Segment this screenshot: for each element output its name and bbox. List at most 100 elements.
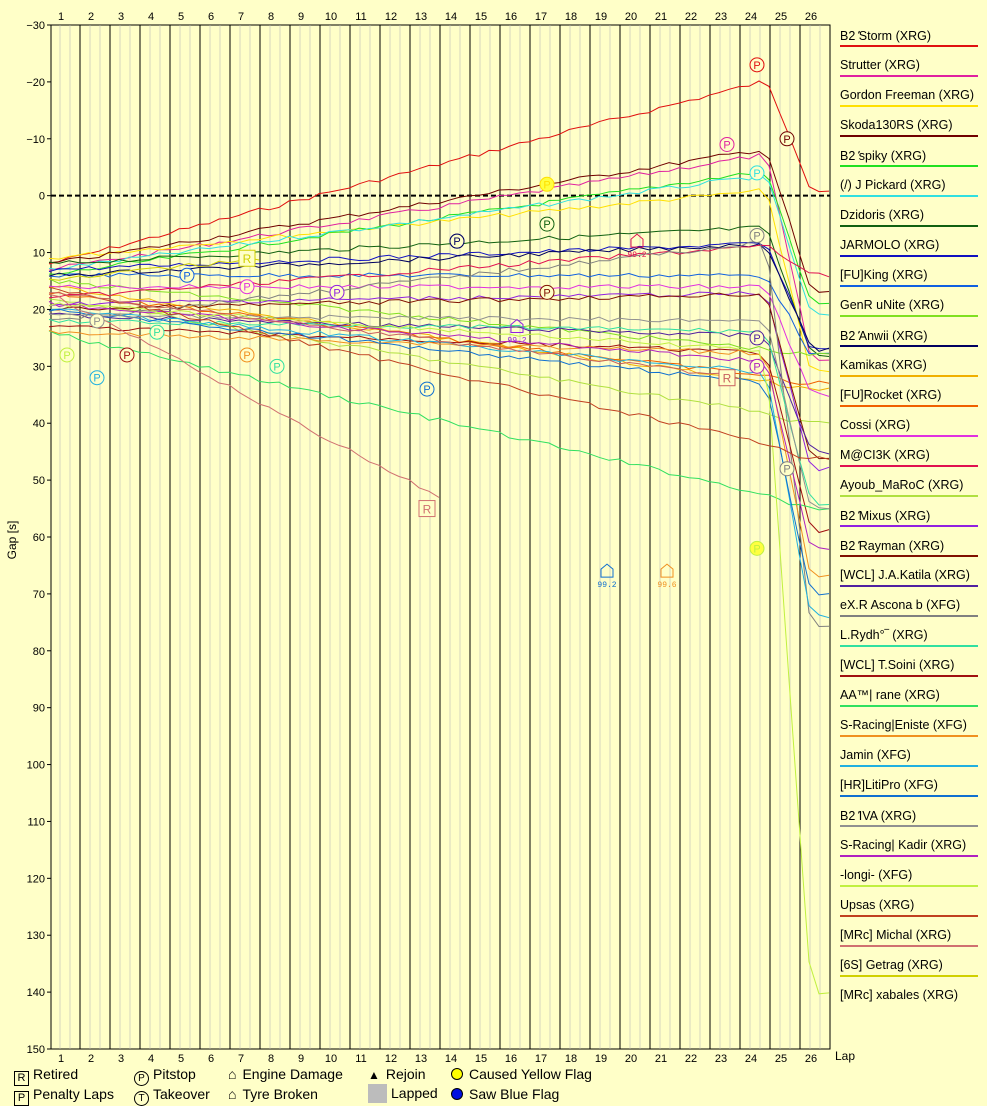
key-rejoin: ▲ Rejoin <box>368 1066 426 1082</box>
legend-label: Kamikas (XRG) <box>840 358 927 372</box>
x-tick-label-bottom: 14 <box>445 1053 457 1065</box>
series-line <box>48 291 830 385</box>
x-tick-label-bottom: 19 <box>595 1053 607 1065</box>
pitstop-marker-label: P <box>723 139 730 151</box>
x-tick-label-top: 20 <box>625 11 637 23</box>
key-tyre: ⌂ Tyre Broken <box>228 1086 318 1102</box>
pitstop-marker <box>779 461 795 477</box>
x-tick-label-bottom: 23 <box>715 1053 727 1065</box>
series-line <box>49 292 830 460</box>
x-tick-label-top: 7 <box>238 11 244 23</box>
series-line <box>48 294 440 498</box>
rejoin-icon: ▲ <box>368 1068 380 1082</box>
legend-swatch <box>840 315 978 317</box>
legend-swatch <box>840 135 978 137</box>
x-tick-label-bottom: 20 <box>625 1053 637 1065</box>
legend-swatch <box>840 105 978 107</box>
key-retired: R Retired <box>14 1066 78 1086</box>
engine-damage-marker <box>630 233 644 248</box>
pitstop-marker <box>749 165 765 181</box>
pitstop-marker <box>749 358 765 374</box>
x-tick-label-top: 13 <box>415 11 427 23</box>
legend-swatch <box>840 915 978 917</box>
pitstop-marker-label: P <box>183 270 190 282</box>
x-tick-label-top: 14 <box>445 11 457 23</box>
pitstop-marker-label: P <box>273 361 280 373</box>
legend-label: B2ۢ IVA (XRG) <box>840 809 917 823</box>
x-tick-label-bottom: 25 <box>775 1053 787 1065</box>
pitstop-marker-label: P <box>333 287 340 299</box>
y-tick-label: 60 <box>33 532 45 544</box>
series-line <box>48 244 830 299</box>
legend-entry: JARMOLO (XRG) <box>840 238 978 257</box>
legend-label: Cossi (XRG) <box>840 418 911 432</box>
legend-swatch <box>840 165 978 167</box>
series-line <box>48 170 830 305</box>
series-line <box>48 153 830 361</box>
takeover-icon: T <box>134 1091 149 1106</box>
pitstop-marker <box>269 358 285 374</box>
legend-label: Skoda130RS (XRG) <box>840 118 953 132</box>
y-tick-label: −10 <box>26 134 45 146</box>
x-tick-label-bottom: 1 <box>58 1053 64 1065</box>
legend-entry: B2ۢ Storm (XRG) <box>840 28 978 47</box>
legend-entry: [MRc] Michal (XRG) <box>840 928 978 947</box>
legend-swatch <box>840 525 978 527</box>
pitstop-marker <box>239 347 255 363</box>
retired-icon: R <box>14 1071 29 1086</box>
legend-label: Jamin (XFG) <box>840 748 911 762</box>
series-line <box>48 286 830 460</box>
pitstop-marker-label: P <box>93 316 100 328</box>
legend-label: Ayoub_MaRoC (XRG) <box>840 478 964 492</box>
x-tick-label-top: 12 <box>385 11 397 23</box>
legend-swatch <box>840 465 978 467</box>
y-tick-label: 120 <box>27 873 45 885</box>
y-axis-label: Gap [s] <box>5 521 19 560</box>
legend-label: L.Rydh°‾ (XRG) <box>840 628 928 642</box>
series-line <box>48 242 830 350</box>
pitstop-marker-label: P <box>243 350 250 362</box>
pitstop-marker <box>539 284 555 300</box>
legend-label: B2ۢ Mixus (XRG) <box>840 509 931 523</box>
y-tick-label: 0 <box>39 191 45 203</box>
legend-swatch <box>840 885 978 887</box>
legend-label: S-Racing|Eniste (XFG) <box>840 718 967 732</box>
legend-label: Gordon Freeman (XRG) <box>840 88 975 102</box>
x-tick-label-top: 2 <box>88 11 94 23</box>
x-tick-label-top: 6 <box>208 11 214 23</box>
engine-damage-marker <box>600 563 614 578</box>
key-blue-flag: Saw Blue Flag <box>451 1086 559 1102</box>
series-line <box>48 313 830 510</box>
x-tick-label-top: 24 <box>745 11 757 23</box>
engine-damage-label: 99.2 <box>597 581 616 590</box>
x-tick-label-bottom: 22 <box>685 1053 697 1065</box>
x-tick-label-bottom: 17 <box>535 1053 547 1065</box>
legend-swatch <box>840 585 978 587</box>
lapped-swatch <box>368 1084 387 1103</box>
legend-label: [MRc] xabales (XRG) <box>840 988 959 1002</box>
series-line <box>48 330 830 511</box>
legend-entry: AA™| rane (XRG) <box>840 688 978 707</box>
y-tick-label: 70 <box>33 589 45 601</box>
blue-flag-icon <box>451 1088 463 1100</box>
x-tick-label-bottom: 7 <box>238 1053 244 1065</box>
retired-marker <box>718 369 736 387</box>
legend-swatch <box>840 45 978 47</box>
key-yellow-flag: Caused Yellow Flag <box>451 1066 592 1082</box>
legend-entry: B2ۢ Rayman (XRG) <box>840 538 978 557</box>
legend-swatch <box>840 405 978 407</box>
series-line <box>48 330 830 578</box>
x-tick-label-top: 19 <box>595 11 607 23</box>
legend-label: B2ۢ Storm (XRG) <box>840 29 931 43</box>
x-tick-label-top: 17 <box>535 11 547 23</box>
legend-label: [6S] Getrag (XRG) <box>840 958 943 972</box>
legend-entry: B2ۢ Mixus (XRG) <box>840 508 978 527</box>
y-tick-label: 50 <box>33 475 45 487</box>
x-tick-label-bottom: 24 <box>745 1053 757 1065</box>
engine-damage-marker <box>510 318 524 334</box>
pitstop-marker-label: P <box>243 282 250 294</box>
series-line <box>48 302 830 995</box>
pitstop-marker <box>749 57 765 73</box>
x-tick-label-top: 18 <box>565 11 577 23</box>
legend-label: AA™| rane (XRG) <box>840 688 940 702</box>
